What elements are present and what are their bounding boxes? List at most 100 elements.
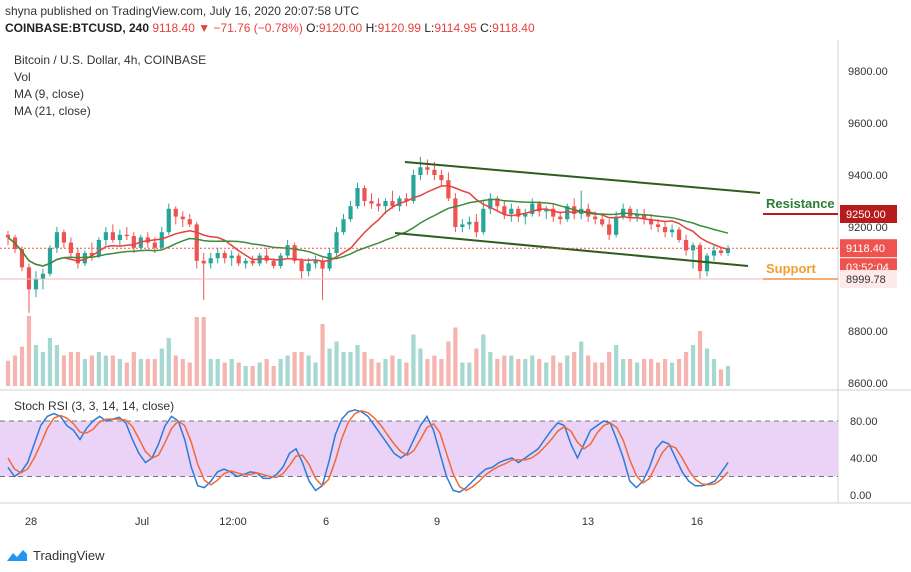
candle-body: [285, 245, 290, 256]
volume-bar: [278, 359, 283, 386]
tradingview-footer[interactable]: TradingView: [6, 545, 105, 565]
volume-bar: [460, 362, 465, 386]
volume-bar: [446, 341, 451, 386]
candle-body: [320, 260, 325, 269]
candle-body: [523, 214, 528, 217]
volume-bar: [334, 341, 339, 386]
candle-body: [697, 245, 703, 272]
legend-ma21: MA (21, close): [14, 104, 91, 118]
time-tick-label: 6: [323, 516, 329, 528]
volume-bar: [593, 362, 598, 386]
candle-body: [460, 224, 465, 227]
price-tag: [840, 239, 897, 258]
open-label: O:: [306, 21, 319, 35]
volume-bar: [376, 362, 381, 386]
candle-body: [593, 216, 598, 220]
volume-bar: [544, 362, 549, 386]
candle-body: [628, 208, 633, 217]
volume-bar: [516, 359, 521, 386]
volume-bar: [131, 352, 136, 386]
candle-body: [243, 260, 248, 264]
open-value: 9120.00: [318, 21, 363, 35]
candle-body: [68, 242, 74, 253]
candle-body: [313, 260, 318, 264]
chart-title: Bitcoin / U.S. Dollar, 4h, COINBASE: [14, 53, 206, 67]
volume-bar: [166, 338, 171, 386]
volume-bar: [621, 359, 626, 386]
price-axis[interactable]: 9800.00 9600.00 9400.00 9200.00 8800.00 8600.…: [848, 66, 888, 390]
price-tag-label: 8999.78: [846, 274, 886, 286]
candle-body: [683, 240, 689, 251]
publisher-line: shyna published on TradingView.com, July…: [5, 4, 359, 18]
price-tag: [840, 270, 897, 289]
candle-body: [725, 248, 731, 253]
candle-body: [110, 232, 115, 240]
price-chart[interactable]: Resistance Support Bitcoin / U.S. Dollar…: [0, 40, 911, 545]
volume-bar: [635, 362, 640, 386]
rsi-tick-label: 80.00: [850, 416, 878, 428]
rsi-axis: 80.00 40.00 0.00: [850, 416, 878, 502]
candle-body: [565, 206, 570, 220]
candle-body: [509, 208, 514, 214]
volume-bars: [5, 316, 731, 386]
candle-body: [411, 175, 416, 201]
stoch-k-line: [7, 409, 729, 494]
volume-bar: [676, 359, 682, 386]
candle-body: [649, 219, 654, 225]
candle-body: [278, 255, 283, 266]
volume-bar: [495, 359, 500, 386]
volume-bar: [19, 346, 25, 386]
candle-body: [54, 232, 60, 248]
volume-bar: [662, 359, 668, 386]
volume-bar: [530, 355, 535, 386]
volume-bar: [145, 359, 150, 386]
volume-bar: [33, 345, 39, 386]
candle-body: [152, 242, 157, 248]
volume-bar: [313, 362, 318, 386]
candle-body: [47, 247, 53, 274]
volume-bar: [285, 355, 290, 386]
volume-bar: [243, 366, 248, 386]
ma21-line: [7, 198, 729, 267]
volume-bar: [432, 355, 437, 386]
candle-body: [222, 253, 227, 259]
time-axis[interactable]: 28 Jul 12:00 6 9 13 16: [25, 516, 703, 528]
candle-body: [488, 198, 493, 209]
main-pane[interactable]: [0, 40, 838, 390]
volume-bar: [124, 362, 129, 386]
candle-body: [558, 216, 563, 220]
support-label: Support: [766, 261, 816, 276]
candle-body: [642, 214, 647, 220]
volume-bar: [341, 352, 346, 386]
candle-body: [662, 227, 668, 233]
candle-body: [718, 250, 724, 253]
candle-body: [117, 234, 122, 240]
candle-body: [439, 175, 444, 181]
price-tag-label: 9118.40: [846, 243, 885, 255]
volume-bar: [61, 355, 67, 386]
candle-body: [159, 232, 164, 248]
candle-body: [40, 273, 46, 279]
candle-body: [271, 260, 276, 266]
volume-bar: [75, 352, 80, 386]
candle-body: [292, 245, 297, 261]
legend-stoch-rsi: Stoch RSI (3, 3, 14, 14, close): [14, 399, 174, 413]
last-price: 9118.40: [152, 21, 195, 35]
volume-bar: [704, 348, 710, 386]
volume-bar: [47, 338, 53, 386]
volume-bar: [257, 362, 262, 386]
candle-body: [61, 232, 67, 243]
tradingview-logo-icon: [7, 550, 27, 561]
low-value: 9114.95: [434, 21, 477, 35]
candle-body: [187, 219, 192, 225]
volume-bar: [558, 362, 563, 386]
candle-body: [516, 208, 521, 217]
candle-body: [418, 167, 423, 175]
candle-body: [711, 250, 717, 256]
ma9-line: [7, 184, 729, 267]
volume-bar: [355, 345, 360, 386]
volume-bar: [572, 352, 577, 386]
volume-bar: [488, 352, 493, 386]
volume-bar: [418, 348, 423, 386]
volume-bar: [320, 324, 325, 386]
